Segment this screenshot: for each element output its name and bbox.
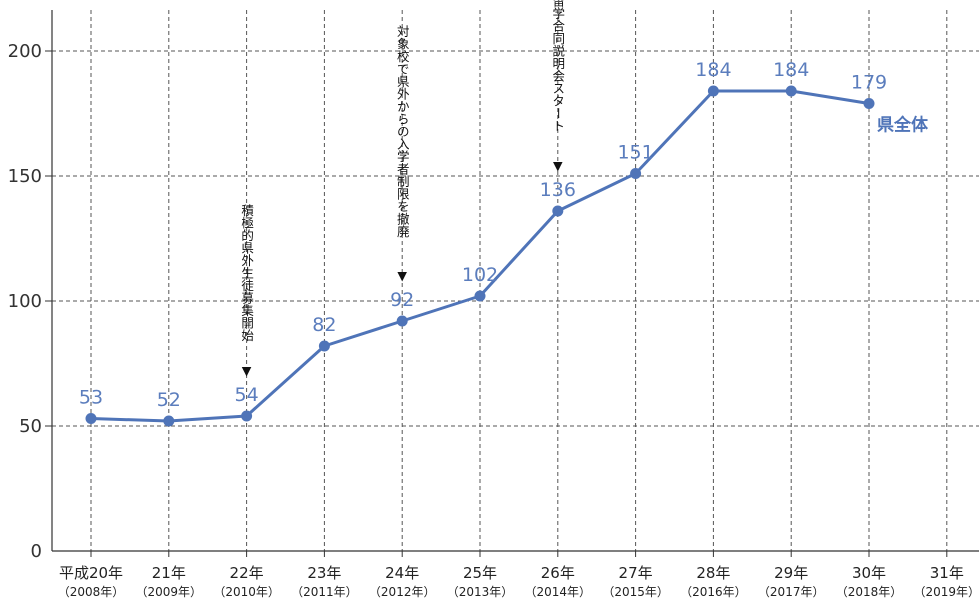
annotation-marker: ▼ bbox=[242, 363, 252, 378]
x-tick-label: 25年 bbox=[463, 564, 497, 582]
annotation-marker: ▼ bbox=[397, 268, 407, 283]
x-tick-sublabel: （2010年） bbox=[213, 585, 280, 599]
x-tick-sublabel: （2011年） bbox=[291, 585, 358, 599]
x-tick-label: 28年 bbox=[696, 564, 730, 582]
data-label: 102 bbox=[462, 264, 498, 286]
x-tick-label: 31年 bbox=[930, 564, 964, 582]
series bbox=[85, 85, 875, 427]
x-tick-label: 26年 bbox=[541, 564, 575, 582]
x-tick-label: 24年 bbox=[385, 564, 419, 582]
data-point bbox=[241, 410, 253, 422]
y-tick-label: 0 bbox=[31, 541, 42, 562]
data-label: 52 bbox=[157, 389, 181, 411]
y-tick-label: 50 bbox=[19, 416, 42, 437]
x-tick-sublabel: （2009年） bbox=[136, 585, 203, 599]
x-tick-sublabel: （2017年） bbox=[758, 585, 825, 599]
x-tick-label: 29年 bbox=[774, 564, 808, 582]
labels: 53 52 54 82 92 102 136 151 184 184 179 県全体 bbox=[79, 59, 929, 411]
data-point bbox=[318, 340, 330, 352]
data-label: 151 bbox=[617, 142, 653, 164]
data-point bbox=[163, 415, 175, 427]
data-point bbox=[707, 85, 719, 97]
x-tick-sublabel: （2013年） bbox=[447, 585, 514, 599]
data-point bbox=[785, 85, 797, 97]
x-tick-label: 27年 bbox=[619, 564, 653, 582]
data-label: 92 bbox=[390, 289, 414, 311]
data-point bbox=[85, 413, 97, 424]
x-tick-sublabel: （2014年） bbox=[525, 585, 592, 599]
y-tick-label: 150 bbox=[8, 166, 42, 187]
annotations: 積極的県外生徒募集開始 ▼ 対象校で県外からの入学者制限を撤廃 ▼ しまね留学合同説明会… bbox=[239, 0, 565, 378]
data-point bbox=[863, 98, 875, 109]
x-tick-sublabel: （2019年） bbox=[914, 585, 979, 599]
x-tick-label: 22年 bbox=[230, 564, 264, 582]
grid bbox=[52, 10, 979, 551]
x-tick-sublabel: （2008年） bbox=[58, 585, 125, 599]
y-tick-label: 100 bbox=[8, 291, 42, 312]
x-tick-label: 30年 bbox=[852, 564, 886, 582]
annotation-text: しまね留学合同説明会スタート bbox=[550, 0, 565, 132]
data-label: 184 bbox=[695, 59, 731, 81]
data-label: 82 bbox=[312, 314, 336, 336]
data-point bbox=[474, 290, 486, 302]
data-point bbox=[552, 205, 564, 217]
data-label: 53 bbox=[79, 387, 103, 409]
data-label: 136 bbox=[540, 179, 576, 201]
x-tick-sublabel: （2015年） bbox=[602, 585, 669, 599]
data-point bbox=[396, 315, 408, 327]
data-label: 54 bbox=[235, 384, 259, 406]
axes: 0 50 100 150 200 平成20年 （2008年） 21年 （2009年） 22年 （20… bbox=[8, 10, 979, 599]
annotation-marker: ▼ bbox=[553, 158, 563, 173]
data-label: 184 bbox=[773, 59, 809, 81]
series-label: 県全体 bbox=[877, 115, 929, 136]
x-tick-label: 21年 bbox=[152, 564, 186, 582]
x-tick-sublabel: （2018年） bbox=[836, 585, 903, 599]
x-tick-sublabel: （2012年） bbox=[369, 585, 436, 599]
annotation-text: 積極的県外生徒募集開始 bbox=[239, 203, 254, 342]
data-point bbox=[630, 168, 642, 179]
data-label: 179 bbox=[851, 72, 887, 94]
x-tick-sublabel: （2016年） bbox=[680, 585, 747, 599]
annotation-text: 対象校で県外からの入学者制限を撤廃 bbox=[395, 25, 410, 238]
x-tick-label: 23年 bbox=[307, 564, 341, 582]
y-tick-label: 200 bbox=[8, 41, 42, 62]
x-tick-label: 平成20年 bbox=[59, 564, 123, 582]
